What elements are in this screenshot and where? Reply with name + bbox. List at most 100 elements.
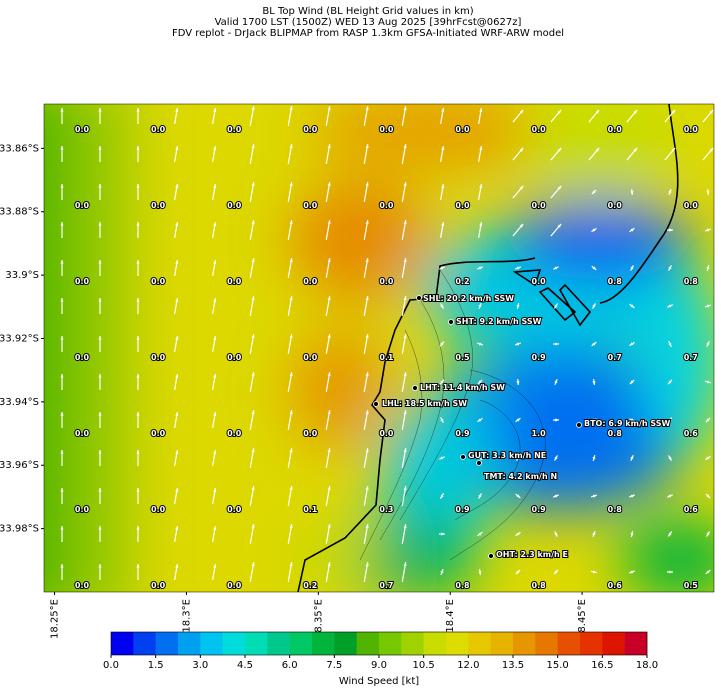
wind-arrow-head bbox=[213, 374, 217, 379]
grid-value: 0.7 bbox=[608, 353, 622, 362]
wind-arrow-head bbox=[60, 222, 64, 226]
station-label: LHT: 11.4 km/h SW bbox=[420, 383, 505, 392]
wind-arrow-head bbox=[591, 190, 596, 195]
wind-arrow-head bbox=[516, 418, 521, 422]
wind-arrow-head bbox=[516, 455, 520, 460]
wind-arrow-head bbox=[706, 341, 710, 346]
grid-value: 0.0 bbox=[455, 125, 470, 134]
wind-arrow-head bbox=[592, 342, 597, 346]
colorbar-tick-label: 16.5 bbox=[591, 660, 613, 671]
wind-arrow-head bbox=[136, 450, 140, 454]
wind-arrow-head bbox=[327, 296, 331, 301]
wind-arrow-head bbox=[213, 146, 217, 151]
wind-arrow-head bbox=[706, 494, 711, 499]
wind-arrow-head bbox=[289, 182, 293, 187]
wind-arrow-head bbox=[591, 418, 596, 422]
wind-arrow-head bbox=[554, 379, 558, 384]
wind-arrow-head bbox=[98, 564, 102, 568]
grid-value: 0.0 bbox=[151, 505, 166, 514]
wind-arrow-head bbox=[403, 448, 407, 453]
wind-arrow-head bbox=[403, 334, 407, 339]
colorbar-swatch bbox=[222, 632, 246, 655]
grid-value: 1.0 bbox=[532, 429, 547, 438]
wind-arrow-head bbox=[403, 144, 407, 149]
grid-value: 0.0 bbox=[227, 505, 242, 514]
wind-arrow-head bbox=[365, 410, 369, 415]
wind-arrow-head bbox=[705, 228, 710, 232]
wind-arrow-head bbox=[668, 532, 672, 537]
wind-arrow-head bbox=[251, 334, 255, 339]
wind-arrow-head bbox=[555, 342, 559, 346]
wind-arrow-head bbox=[365, 182, 369, 187]
wind-arrow-head bbox=[668, 417, 672, 422]
wind-arrow-head bbox=[175, 450, 179, 455]
grid-value: 0.0 bbox=[151, 125, 166, 134]
colorbar-tick-label: 10.5 bbox=[413, 660, 435, 671]
station-dot bbox=[373, 401, 379, 407]
wind-arrow-head bbox=[403, 296, 407, 301]
wind-arrow-head bbox=[592, 494, 597, 498]
wind-arrow-head bbox=[175, 260, 179, 265]
wind-arrow-head bbox=[60, 336, 64, 340]
wind-arrow-head bbox=[633, 109, 638, 114]
wind-arrow-head bbox=[365, 372, 369, 377]
wind-arrow-head bbox=[595, 147, 600, 152]
wind-arrow-head bbox=[705, 456, 710, 460]
wind-arrow-head bbox=[365, 296, 369, 301]
colorbar-swatch bbox=[557, 632, 581, 655]
wind-arrow-head bbox=[175, 374, 179, 379]
wind-arrow-head bbox=[440, 341, 444, 346]
station-dot bbox=[576, 422, 582, 428]
wind-arrow-head bbox=[136, 146, 140, 150]
wind-arrow-head bbox=[213, 222, 217, 227]
wind-arrow-head bbox=[136, 260, 140, 264]
colorbar-swatch bbox=[111, 632, 134, 655]
colorbar-swatch bbox=[602, 632, 625, 655]
wind-arrow-head bbox=[213, 260, 217, 265]
wind-arrow-head bbox=[327, 334, 331, 339]
wind-arrow-head bbox=[439, 266, 444, 270]
wind-arrow-head bbox=[175, 222, 179, 227]
wind-arrow-head bbox=[553, 494, 558, 498]
wind-arrow-head bbox=[706, 570, 711, 574]
wind-arrow-head bbox=[327, 562, 331, 567]
grid-value: 0.0 bbox=[379, 201, 394, 210]
grid-value: 0.0 bbox=[75, 125, 90, 134]
wind-arrow-head bbox=[667, 304, 672, 308]
wind-arrow-head bbox=[403, 486, 407, 491]
wind-arrow-head bbox=[478, 532, 483, 536]
wind-arrow-head bbox=[213, 336, 217, 341]
wind-arrow-head bbox=[592, 303, 596, 308]
wind-arrow-head bbox=[403, 410, 407, 415]
colorbar-tick-label: 1.5 bbox=[148, 660, 164, 671]
wind-arrow-head bbox=[592, 531, 596, 536]
wind-arrow-head bbox=[365, 220, 369, 225]
y-tick-label: 33.92°S bbox=[0, 333, 39, 344]
grid-value: 0.0 bbox=[75, 505, 90, 514]
wind-arrow-head bbox=[98, 298, 102, 302]
wind-arrow-head bbox=[365, 486, 369, 491]
wind-arrow-head bbox=[630, 455, 634, 460]
title-line: FDV replot - DrJack BLIPMAP from RASP 1.… bbox=[172, 28, 564, 39]
wind-arrow-head bbox=[327, 486, 331, 491]
colorbar-tick-label: 12.0 bbox=[457, 660, 479, 671]
grid-value: 0.6 bbox=[684, 429, 699, 438]
grid-value: 0.0 bbox=[532, 201, 547, 210]
wind-arrow-head bbox=[251, 182, 255, 187]
wind-arrow-head bbox=[251, 106, 255, 111]
wind-arrow-head bbox=[519, 185, 524, 190]
wind-arrow-head bbox=[591, 228, 596, 232]
wind-arrow-head bbox=[251, 258, 255, 263]
colorbar-swatch bbox=[490, 632, 514, 655]
wind-arrow-head bbox=[630, 533, 634, 537]
overlay: 33.86°S 33.88°S 33.9°S 33.92°S 33.94°S 33.96°… bbox=[0, 124, 699, 687]
wind-arrow-head bbox=[479, 108, 483, 113]
wind-arrow-head bbox=[403, 372, 407, 377]
wind-arrow-head bbox=[175, 488, 179, 493]
colorbar-swatch bbox=[356, 632, 380, 655]
wind-arrow-head bbox=[60, 374, 64, 378]
wind-arrow-head bbox=[251, 372, 255, 377]
wind-arrow-head bbox=[403, 562, 407, 567]
grid-value: 0.8 bbox=[608, 505, 623, 514]
